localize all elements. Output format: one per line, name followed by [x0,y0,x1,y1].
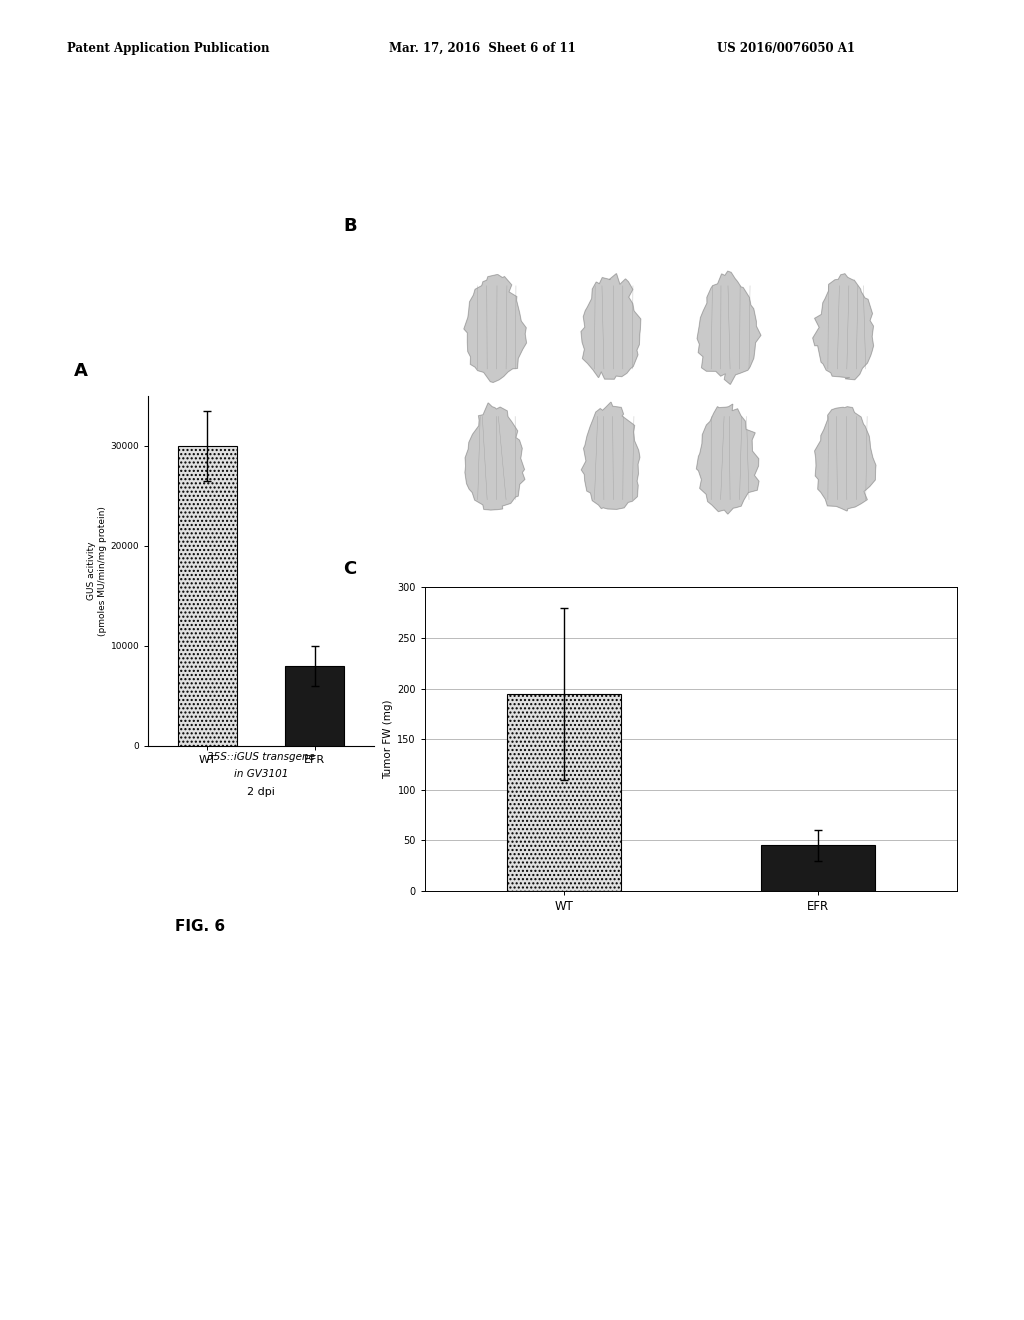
Text: Patent Application Publication: Patent Application Publication [67,42,269,55]
Text: A: A [74,362,88,380]
Bar [286,665,344,746]
Bar [178,446,237,746]
Polygon shape [696,404,759,513]
Text: FIG. 6: FIG. 6 [175,919,224,933]
Text: EFR: EFR [375,416,397,429]
Bar [507,694,622,891]
Text: 2 dpi: 2 dpi [247,787,275,797]
Text: C: C [343,560,356,578]
Text: Mar. 17, 2016  Sheet 6 of 11: Mar. 17, 2016 Sheet 6 of 11 [389,42,575,55]
Text: in GV3101: in GV3101 [233,770,289,780]
Polygon shape [464,275,526,383]
Text: US 2016/0076050 A1: US 2016/0076050 A1 [717,42,855,55]
Polygon shape [697,272,761,384]
Polygon shape [582,403,640,510]
Y-axis label: Tumor FW (mg): Tumor FW (mg) [383,700,393,779]
Text: WT: WT [375,282,393,296]
Polygon shape [815,407,876,511]
Polygon shape [581,273,641,379]
Bar [761,845,876,891]
Text: 35S::​iGUS transgene: 35S::​iGUS transgene [207,752,315,763]
Polygon shape [465,403,524,510]
Text: B: B [343,216,356,235]
Y-axis label: GUS acitivity
(pmoles MU/min/mg protein): GUS acitivity (pmoles MU/min/mg protein) [87,506,106,636]
Polygon shape [813,273,873,380]
